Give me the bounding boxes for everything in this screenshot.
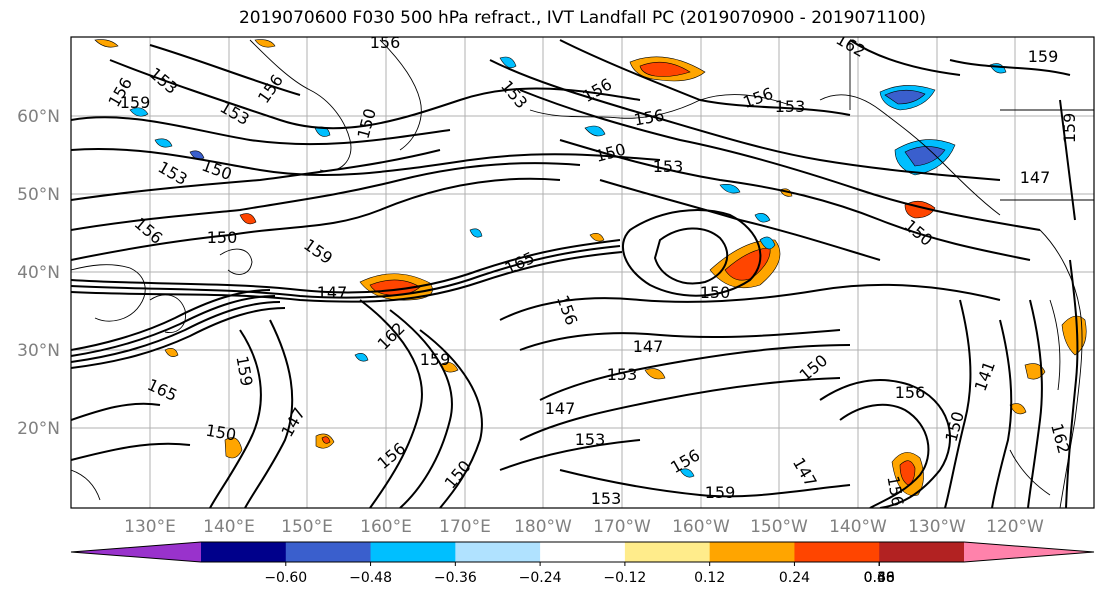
lon-label: 170°W — [593, 517, 651, 537]
colorbar-segment — [794, 542, 880, 562]
latitude-labels: 60°N 50°N 40°N 30°N 20°N — [17, 107, 60, 439]
lat-label: 30°N — [17, 341, 60, 361]
colorbar-segment — [540, 542, 626, 562]
colorbar-tick-label: −0.48 — [349, 570, 392, 586]
contour-label: 159 — [120, 93, 151, 112]
colorbar-tick-label: −0.12 — [603, 570, 646, 586]
lat-label: 40°N — [17, 263, 60, 283]
contour-label: 150 — [207, 228, 238, 247]
colorbar-segment — [879, 542, 965, 562]
contour-label: 159 — [420, 350, 451, 369]
longitude-labels: 130°E 140°E 150°E 160°E 170°E 180°W 170°W 160°W… — [124, 517, 1044, 537]
contour-label: 159 — [1060, 113, 1079, 144]
colorbar-extend-low — [71, 542, 201, 562]
lon-label: 150°W — [750, 517, 808, 537]
lon-label: 160°W — [672, 517, 730, 537]
contour-label: 150 — [700, 283, 731, 302]
lon-label: 160°E — [360, 517, 412, 537]
lon-label: 140°W — [829, 517, 887, 537]
contour-label: 153 — [653, 157, 684, 176]
contour-label: 153 — [575, 430, 606, 449]
coastlines — [71, 39, 1094, 508]
colorbar-segment — [709, 542, 795, 562]
colorbar-segment — [285, 542, 372, 562]
contour-label: 153 — [591, 489, 622, 508]
map-frame — [70, 36, 1095, 509]
colorbar: −0.60 −0.48 −0.36 −0.24 −0.12 0.12 0.24 0.360.4… — [70, 541, 1095, 586]
lon-label: 120°W — [986, 517, 1044, 537]
colorbar-tick-label: 0.12 — [694, 570, 725, 586]
colorbar-outline — [70, 541, 1095, 563]
colorbar-tick-label: 0.36 — [864, 570, 895, 586]
colorbar-segment — [201, 542, 287, 562]
contour-label: 153 — [607, 365, 638, 384]
colorbar-segment — [455, 542, 541, 562]
height-contours — [71, 39, 1079, 508]
map-title: 2019070600 F030 500 hPa refract., IVT La… — [238, 8, 926, 28]
colorbar-tick-label: 0.24 — [779, 570, 810, 586]
lat-label: 60°N — [17, 107, 60, 127]
colorbar-segment — [370, 542, 456, 562]
colorbar-extend-high — [964, 542, 1094, 562]
lon-label: 180°W — [514, 517, 572, 537]
contour-label: 147 — [1020, 168, 1051, 187]
lat-label: 20°N — [17, 419, 60, 439]
colorbar-tick-label: −0.24 — [519, 570, 562, 586]
contour-label: 147 — [317, 283, 348, 302]
contour-label: 153 — [775, 97, 806, 116]
contour-label: 147 — [633, 337, 664, 356]
graticule — [71, 37, 1094, 508]
contour-label: 159 — [705, 483, 736, 502]
contour-label: 159 — [1028, 47, 1059, 66]
colorbar-segment — [624, 542, 711, 562]
lon-label: 130°E — [124, 517, 176, 537]
colorbar-tick-label: 0.48 — [864, 570, 895, 586]
lon-label: 140°E — [203, 517, 255, 537]
colorbar-tick-label: 0.60 — [864, 570, 895, 586]
lon-label: 130°W — [908, 517, 966, 537]
contour-label: 156 — [895, 383, 926, 402]
pc-shading — [94, 39, 1087, 496]
lat-label: 50°N — [17, 185, 60, 205]
contour-label: 156 — [370, 33, 401, 52]
colorbar-tick-label: −0.36 — [434, 570, 477, 586]
lon-label: 170°E — [439, 517, 491, 537]
contour-label: 147 — [545, 399, 576, 418]
colorbar-tick-label: −0.60 — [264, 570, 307, 586]
lon-label: 150°E — [281, 517, 333, 537]
